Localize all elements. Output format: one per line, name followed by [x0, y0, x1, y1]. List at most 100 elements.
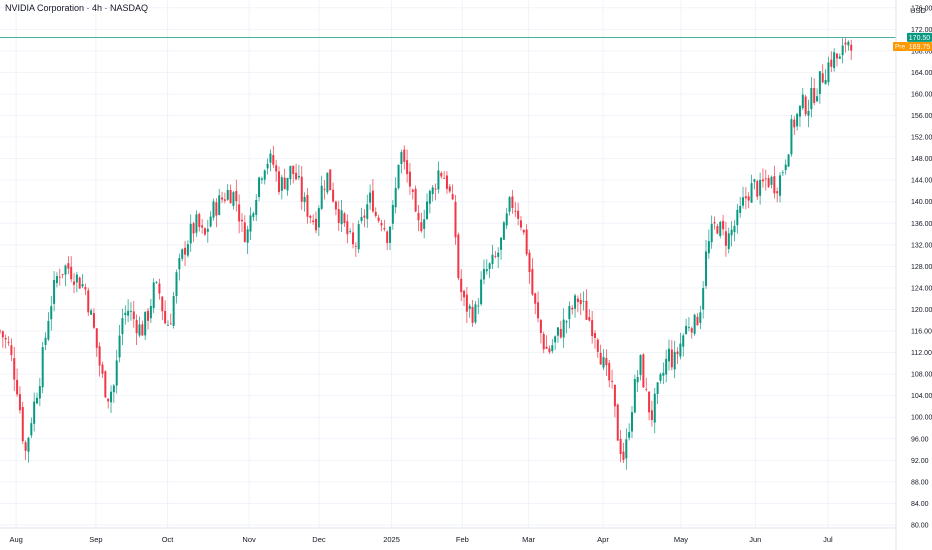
candle-body	[408, 171, 411, 187]
candle-body	[326, 172, 329, 193]
candle-body	[844, 42, 847, 45]
candle-body	[238, 204, 241, 222]
candle-body	[329, 169, 332, 191]
candle-body	[289, 165, 292, 180]
candle-body	[670, 349, 673, 368]
candle-body	[522, 229, 525, 233]
candle-body	[394, 188, 397, 208]
candle-body	[73, 281, 76, 285]
candle-body	[485, 269, 488, 272]
x-tick-label: Dec	[312, 535, 326, 544]
candle-body	[773, 176, 776, 194]
candle-body	[411, 189, 414, 192]
candle-body	[539, 319, 542, 334]
candle-body	[189, 223, 192, 244]
candle-body	[172, 295, 175, 326]
candle-body	[636, 376, 639, 383]
y-tick-label: 136.00	[911, 221, 932, 228]
candle-body	[630, 412, 633, 432]
candle-body	[107, 398, 110, 402]
candle-body	[135, 320, 138, 334]
candle-body	[767, 178, 770, 187]
candle-body	[115, 360, 118, 386]
candle-body	[713, 222, 716, 224]
candle-body	[53, 280, 56, 304]
candle-body	[360, 216, 363, 221]
candle-body	[827, 62, 830, 83]
candle-body	[124, 312, 127, 315]
candle-body	[747, 196, 750, 201]
candle-body	[295, 172, 298, 180]
price-axis[interactable]: 80.00 84.00 88.00 92.00 96.00 100.00 104.00 108…	[911, 5, 932, 529]
y-tick-label: 112.00	[911, 350, 932, 357]
candle-body	[312, 220, 315, 223]
candle-body	[64, 265, 67, 275]
candle-body	[337, 209, 340, 223]
candle-body	[551, 345, 554, 352]
x-tick-label: Jun	[749, 535, 761, 544]
candle-body	[682, 335, 685, 347]
y-tick-label: 120.00	[911, 307, 932, 314]
candle-body	[585, 300, 588, 320]
candle-body	[599, 352, 602, 365]
candle-body	[821, 73, 824, 83]
candle-body	[474, 304, 477, 323]
candle-body	[27, 437, 30, 452]
candle-body	[118, 335, 121, 358]
candle-body	[460, 278, 463, 293]
candle-body	[534, 293, 537, 304]
candle-body	[323, 188, 326, 190]
candle-body	[482, 269, 485, 280]
candle-body	[414, 188, 417, 212]
currency-label[interactable]: USD	[910, 6, 926, 15]
candle-body	[645, 388, 648, 390]
candle-body	[699, 312, 702, 323]
candle-body	[320, 185, 323, 209]
candle-body	[41, 347, 44, 388]
candle-body	[770, 176, 773, 185]
candle-body	[759, 179, 762, 196]
candle-body	[545, 346, 548, 349]
candle-body	[61, 274, 64, 275]
candle-body	[440, 172, 443, 177]
x-tick-label: 2025	[383, 535, 400, 544]
candle-body	[221, 197, 224, 200]
premarket-badge: 169.75 Pre	[893, 41, 932, 51]
candle-body	[796, 113, 799, 127]
candle-body	[548, 348, 551, 353]
y-tick-label: 96.00	[911, 436, 929, 443]
candle-body	[155, 281, 158, 283]
candle-body	[215, 202, 218, 216]
candle-body	[810, 87, 813, 110]
y-tick-label: 152.00	[911, 135, 932, 142]
x-tick-label: Sep	[89, 535, 102, 544]
time-axis[interactable]: Aug Sep Oct Nov Dec 2025 Feb Mar Apr May Jun Jul	[9, 535, 833, 544]
candle-body	[275, 165, 278, 172]
candle-body	[232, 192, 235, 206]
candle-body	[286, 177, 289, 191]
x-tick-label: Oct	[162, 535, 175, 544]
y-tick-label: 88.00	[911, 479, 929, 486]
candle-body	[235, 191, 238, 202]
candle-body	[724, 231, 727, 246]
candle-body	[850, 44, 853, 51]
candle-body	[716, 226, 719, 234]
candle-body	[705, 251, 708, 286]
candle-body	[426, 201, 429, 220]
y-tick-label: 80.00	[911, 523, 929, 530]
x-tick-label: Nov	[242, 535, 256, 544]
candle-body	[818, 71, 821, 94]
premarket-price-label: 169.75	[909, 44, 931, 51]
candle-body	[374, 211, 377, 216]
candle-body	[201, 225, 204, 228]
candle-body	[18, 394, 21, 411]
y-tick-label: 124.00	[911, 285, 932, 292]
candle-body	[454, 201, 457, 238]
candle-body	[1, 331, 4, 338]
candle-body	[138, 324, 141, 336]
candle-body	[110, 391, 113, 403]
candle-body	[838, 56, 841, 59]
candle-body	[628, 431, 631, 438]
x-tick-label: Feb	[456, 535, 469, 544]
